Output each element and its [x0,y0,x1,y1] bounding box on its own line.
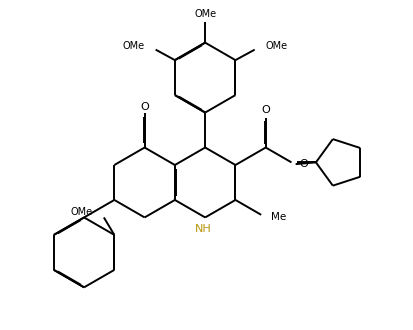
Text: OMe: OMe [70,207,93,217]
Text: O: O [299,159,307,169]
Text: Me: Me [271,212,285,221]
Text: OMe: OMe [194,9,216,19]
Text: O: O [261,105,269,115]
Text: OMe: OMe [122,41,144,51]
Text: O: O [140,102,149,112]
Text: OMe: OMe [265,41,287,51]
Text: NH: NH [195,224,211,234]
